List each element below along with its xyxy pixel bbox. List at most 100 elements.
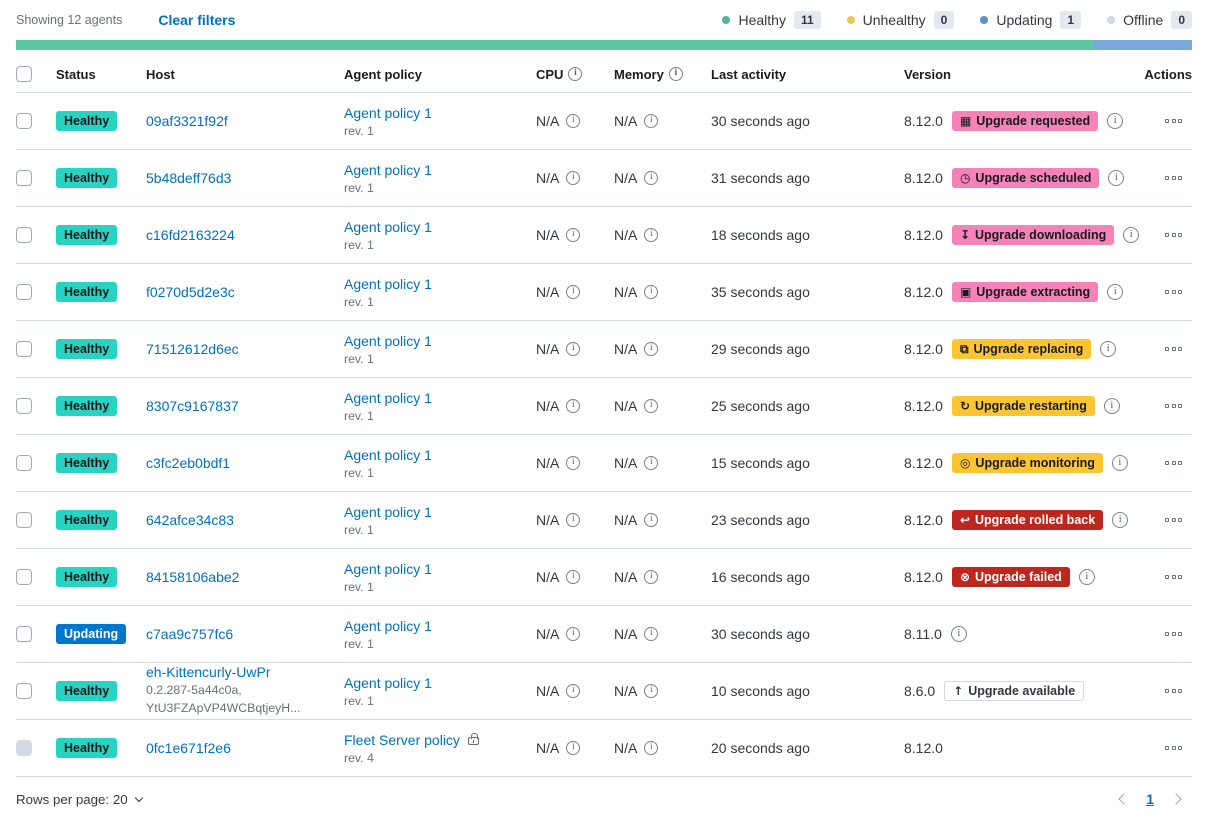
next-page-icon[interactable] <box>1170 793 1182 805</box>
info-icon[interactable]: i <box>644 684 659 698</box>
info-icon[interactable]: i <box>566 399 581 413</box>
host-link[interactable]: 5b48deff76d3 <box>146 170 232 186</box>
upgrade-info-icon[interactable]: i <box>1112 512 1129 528</box>
agent-policy-link[interactable]: Agent policy 1 <box>344 275 432 292</box>
info-icon[interactable]: i <box>644 513 659 527</box>
legend-item-updating[interactable]: Updating 1 <box>980 11 1082 29</box>
host-link[interactable]: 71512612d6ec <box>146 341 239 357</box>
legend-item-offline[interactable]: Offline 0 <box>1107 11 1192 29</box>
info-icon[interactable]: i <box>644 114 659 128</box>
agent-policy-link[interactable]: Agent policy 1 <box>344 389 432 406</box>
agent-actions-button[interactable] <box>1161 628 1186 640</box>
agent-policy-link[interactable]: Agent policy 1 <box>344 104 432 121</box>
host-link[interactable]: c3fc2eb0bdf1 <box>146 455 231 471</box>
agent-policy-link[interactable]: Agent policy 1 <box>344 674 432 691</box>
upgrade-info-icon[interactable]: i <box>1108 170 1125 186</box>
info-icon[interactable]: i <box>566 513 581 527</box>
host-link[interactable]: 642afce34c83 <box>146 512 234 528</box>
row-checkbox[interactable] <box>16 284 32 300</box>
info-icon[interactable]: i <box>566 342 581 356</box>
info-icon[interactable]: i <box>566 171 581 185</box>
previous-page-icon[interactable] <box>1118 793 1130 805</box>
info-icon[interactable]: i <box>644 171 659 185</box>
row-checkbox[interactable] <box>16 341 32 357</box>
policy-revision: rev. 1 <box>344 579 374 594</box>
info-icon[interactable]: i <box>644 456 659 470</box>
host-subtext: 0.2.287-5a44c0a, YtU3FZApVP4WCBqtjeyH... <box>146 683 301 715</box>
info-icon[interactable]: i <box>566 684 581 698</box>
row-checkbox[interactable] <box>16 512 32 528</box>
legend-item-unhealthy[interactable]: Unhealthy 0 <box>846 11 955 29</box>
upgrade-info-icon[interactable]: i <box>1107 284 1124 300</box>
upgrade-info-icon[interactable]: i <box>1107 113 1124 129</box>
host-link[interactable]: 0fc1e671f2e6 <box>146 740 231 756</box>
host-link[interactable]: 84158106abe2 <box>146 569 240 585</box>
agent-actions-button[interactable] <box>1161 685 1186 697</box>
info-icon[interactable]: i <box>644 399 659 413</box>
upgrade-info-icon[interactable]: i <box>1103 398 1120 414</box>
host-link[interactable]: 8307c9167837 <box>146 398 239 414</box>
row-checkbox[interactable] <box>16 398 32 414</box>
clear-filters-link[interactable]: Clear filters <box>158 12 236 28</box>
host-link[interactable]: c16fd2163224 <box>146 227 235 243</box>
info-icon[interactable]: i <box>566 570 581 584</box>
agent-actions-button[interactable] <box>1161 172 1186 184</box>
host-link[interactable]: eh-Kittencurly-UwPr <box>146 664 271 681</box>
host-link[interactable]: 09af3321f92f <box>146 113 228 129</box>
select-all-checkbox[interactable] <box>16 66 32 82</box>
agent-actions-button[interactable] <box>1161 571 1186 583</box>
agent-policy-link[interactable]: Agent policy 1 <box>344 161 432 178</box>
info-icon[interactable]: i <box>568 67 583 81</box>
info-icon[interactable]: i <box>644 285 659 299</box>
version-value: 8.6.0 <box>904 683 936 699</box>
agent-policy-link[interactable]: Agent policy 1 <box>344 218 432 235</box>
agent-policy-link[interactable]: Agent policy 1 <box>344 446 432 463</box>
info-icon[interactable]: i <box>644 570 659 584</box>
info-icon[interactable]: i <box>668 67 683 81</box>
info-icon[interactable]: i <box>644 342 659 356</box>
info-icon[interactable]: i <box>566 741 581 755</box>
agent-actions-button[interactable] <box>1161 115 1186 127</box>
info-icon[interactable]: i <box>566 228 581 242</box>
agent-policy-link[interactable]: Agent policy 1 <box>344 560 432 577</box>
agent-policy-link[interactable]: Agent policy 1 <box>344 332 432 349</box>
row-checkbox[interactable] <box>16 569 32 585</box>
agent-actions-button[interactable] <box>1161 286 1186 298</box>
agent-actions-button[interactable] <box>1161 742 1186 754</box>
agent-policy-link[interactable]: Agent policy 1 <box>344 503 432 520</box>
info-icon[interactable]: i <box>644 741 659 755</box>
upgrade-info-icon[interactable]: i <box>1111 455 1128 471</box>
version-value: 8.12.0 <box>904 113 943 129</box>
info-icon[interactable]: i <box>566 285 581 299</box>
upgrade-info-icon[interactable]: i <box>1100 341 1117 357</box>
info-icon[interactable]: i <box>644 228 659 242</box>
info-icon[interactable]: i <box>644 627 659 641</box>
upgrade-info-icon[interactable]: i <box>1123 227 1140 243</box>
info-icon[interactable]: i <box>566 627 581 641</box>
upgrade-info-icon[interactable]: i <box>950 626 967 642</box>
info-icon[interactable]: i <box>566 456 581 470</box>
info-icon[interactable]: i <box>566 114 581 128</box>
rows-per-page-button[interactable]: Rows per page: 20 <box>16 792 143 807</box>
host-link[interactable]: c7aa9c757fc6 <box>146 626 234 642</box>
row-checkbox[interactable] <box>16 170 32 186</box>
cpu-value: N/A <box>536 227 560 243</box>
host-link[interactable]: f0270d5d2e3c <box>146 284 235 300</box>
agent-policy-link[interactable]: Agent policy 1 <box>344 617 432 634</box>
agent-actions-button[interactable] <box>1161 229 1186 241</box>
legend-item-healthy[interactable]: Healthy 11 <box>722 11 821 29</box>
agent-actions-button[interactable] <box>1161 343 1186 355</box>
row-checkbox[interactable] <box>16 455 32 471</box>
page-number[interactable]: 1 <box>1146 791 1154 807</box>
version-value: 8.12.0 <box>904 740 943 756</box>
row-checkbox[interactable] <box>16 626 32 642</box>
agent-actions-button[interactable] <box>1161 457 1186 469</box>
row-checkbox[interactable] <box>16 683 32 699</box>
agent-actions-button[interactable] <box>1161 400 1186 412</box>
row-checkbox[interactable] <box>16 227 32 243</box>
row-checkbox[interactable] <box>16 113 32 129</box>
agent-policy-link[interactable]: Fleet Server policy <box>344 731 460 748</box>
column-header-status: Status <box>56 66 96 82</box>
upgrade-info-icon[interactable]: i <box>1078 569 1095 585</box>
agent-actions-button[interactable] <box>1161 514 1186 526</box>
